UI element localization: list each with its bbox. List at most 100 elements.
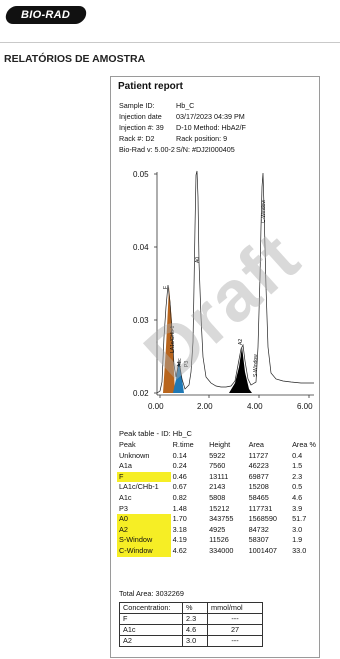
peak-label: C-Window: [261, 200, 267, 223]
table-cell: 5808: [209, 492, 226, 502]
table-cell: 46223: [248, 461, 269, 471]
table-cell: 11526: [209, 535, 229, 545]
table-cell: 69877: [248, 471, 269, 481]
peak-label: A2: [238, 339, 244, 345]
x-tick-label: 0.00: [148, 402, 164, 411]
info-label: Rack #: D2: [119, 134, 155, 143]
table-cell: F: [119, 613, 183, 625]
peak-label: A1c: [177, 358, 183, 367]
table-row: A0 1.70 343755 1568590 51.7: [117, 514, 319, 525]
header-cell: Area: [248, 440, 264, 449]
x-tick-label: 2.00: [197, 402, 213, 411]
info-row: Rack #: D2 Rack position: 9: [119, 134, 227, 143]
table-cell: ---: [207, 613, 263, 625]
section-title: RELATÓRIOS DE AMOSTRA: [4, 53, 146, 65]
table-cell: ---: [207, 635, 263, 647]
peak-label: A0: [195, 257, 201, 263]
table-cell: 117731: [248, 503, 273, 513]
peak-name-highlighted: A0: [117, 514, 171, 525]
table-cell: 58465: [248, 492, 269, 502]
table-cell: 2.3: [182, 613, 208, 625]
table-cell: 1568590: [248, 514, 277, 524]
peak-table-header: Peak R.time Height Area Area %: [117, 440, 319, 451]
table-cell: 11727: [248, 450, 269, 460]
peak-name-highlighted: C-Window: [117, 545, 171, 557]
table-row: C-Window 4.62 334000 1001407 33.0: [117, 545, 319, 557]
total-area-label: Total Area:: [119, 589, 154, 598]
header-cell: Peak: [119, 440, 136, 449]
header-cell: mmol/mol: [207, 602, 263, 614]
table-cell: 0.14: [172, 450, 187, 460]
x-tick-label: 4.00: [247, 402, 263, 411]
table-row: A1c 4.6 27: [119, 624, 263, 636]
table-row: A1c 0.82 5808 58465 4.6: [117, 493, 319, 504]
table-cell: 1.48: [172, 503, 187, 513]
table-cell: 334000: [209, 545, 234, 555]
table-cell: 2143: [209, 482, 226, 492]
table-cell: A2: [119, 635, 183, 647]
table-cell: 4.62: [172, 545, 187, 555]
info-value: Rack position: 9: [176, 134, 228, 143]
table-cell: 4.6: [292, 492, 303, 502]
patient-report: Patient report Sample ID: Hb_C Injection …: [110, 76, 320, 658]
table-cell: 0.4: [292, 450, 303, 460]
info-row: Sample ID: Hb_C: [119, 101, 194, 110]
table-cell: 58307: [248, 535, 269, 545]
table-cell: 3.0: [182, 635, 208, 647]
table-cell: 0.46: [172, 471, 187, 481]
table-cell: 1001407: [248, 545, 277, 555]
info-label: Sample ID:: [119, 101, 155, 110]
chromatogram: 0.05 0.04 0.03 0.02 0.00 2.00 4.00 6.00 …: [133, 170, 314, 411]
x-tick-label: 6.00: [297, 402, 313, 411]
info-label: Injection date: [119, 112, 162, 121]
table-cell: 2.3: [292, 471, 303, 481]
info-value: Hb_C: [176, 101, 195, 110]
peak-table-title: Peak table - ID: Hb_C: [119, 429, 192, 438]
table-row: LA1c/CHb-1 0.67 2143 15208 0.5: [117, 482, 319, 493]
concentration-header: Concentration: % mmol/mol: [119, 602, 263, 614]
table-cell: 15212: [209, 503, 230, 513]
table-cell: 343755: [209, 514, 234, 524]
info-value: 03/17/2023 04:39 PM: [176, 112, 245, 121]
info-row: Injection date 03/17/2023 04:39 PM: [119, 112, 245, 121]
y-tick-label: 0.03: [133, 316, 149, 325]
table-cell: 15208: [248, 482, 269, 492]
peak-name-highlighted: F: [117, 471, 171, 483]
f-peak: [163, 287, 175, 393]
info-label: Bio-Rad v: 5.00-2: [119, 145, 175, 154]
header-cell: Area %: [292, 440, 316, 449]
table-cell: 0.82: [172, 492, 187, 502]
peak-name-highlighted: S-Window: [117, 535, 171, 546]
peak-name: P3: [119, 503, 128, 513]
peak-label: S-Window: [253, 354, 259, 377]
peak-label: F: [163, 286, 169, 289]
header-cell: Concentration:: [119, 602, 183, 614]
peak-name: Unknown: [119, 450, 150, 460]
header-cell: %: [182, 602, 208, 614]
a2-peak: [229, 347, 252, 393]
table-cell: 4.19: [172, 535, 187, 545]
table-row: A1a 0.24 7560 46223 1.5: [117, 461, 319, 472]
peak-label: P3: [184, 361, 190, 367]
a1c-peak: [173, 361, 184, 393]
peak-name-highlighted: A2: [117, 524, 171, 536]
table-row: A2 3.18 4925 84732 3.0: [117, 524, 319, 536]
table-cell: 1.5: [292, 461, 303, 471]
table-cell: 3.0: [292, 524, 303, 534]
peak-name: A1c: [119, 492, 132, 502]
table-cell: 27: [207, 624, 263, 636]
y-tick-label: 0.05: [133, 170, 149, 179]
y-tick-label: 0.02: [133, 389, 149, 398]
info-value: S/N: #DJ2I000405: [176, 145, 235, 154]
table-row: P3 1.48 15212 117731 3.9: [117, 504, 319, 515]
header-cell: R.time: [172, 440, 194, 449]
table-cell: 7560: [209, 461, 226, 471]
table-cell: 51.7: [292, 514, 307, 524]
bio-rad-logo: BIO-RAD: [4, 6, 88, 24]
info-row: Injection #: 39 D-10 Method: HbA2/F: [119, 123, 246, 132]
table-cell: 0.24: [172, 461, 187, 471]
info-label: Injection #: 39: [119, 123, 164, 132]
logo-text: BIO-RAD: [21, 9, 71, 21]
table-cell: 0.5: [292, 482, 303, 492]
peak-label: LA1c/CHb-1: [170, 326, 176, 353]
